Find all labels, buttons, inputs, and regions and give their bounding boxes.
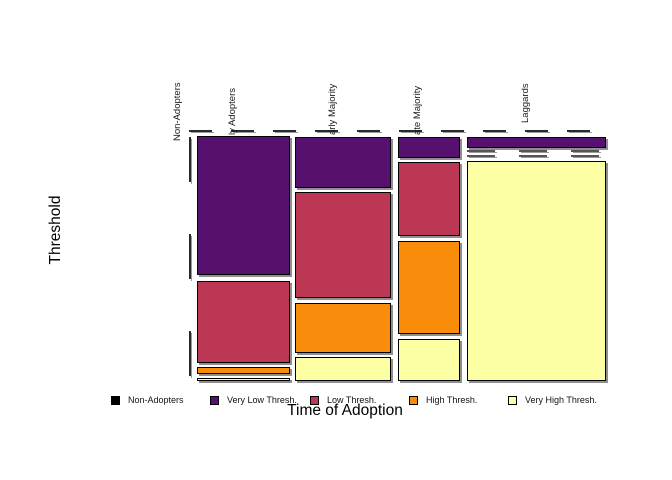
mosaic-cell-very_high: [467, 161, 606, 381]
mosaic-cell-low: [398, 162, 460, 236]
x-axis-title: Time of Adoption: [287, 402, 403, 419]
mosaic-cell-very_low: [467, 137, 606, 148]
zero-column-dash-segment: [189, 331, 191, 376]
legend-swatch-non_adopters: [111, 396, 120, 405]
x-category-label: arly Majority: [327, 83, 338, 135]
legend-swatch-very_low: [210, 396, 219, 405]
zero-cell-dash-line: [467, 150, 604, 152]
x-category-label: ate Majority: [412, 85, 423, 135]
zero-cell-dash-shadow: [469, 152, 606, 154]
legend-swatch-low: [310, 396, 319, 405]
mosaic-cell-low: [295, 192, 391, 298]
y-axis-title: Threshold: [47, 195, 64, 265]
zero-column-dash-segment: [189, 137, 191, 182]
zero-row-dash-line: [189, 130, 607, 132]
zero-column-dash-segment: [189, 234, 191, 279]
legend-label: Low Thresh.: [327, 395, 377, 405]
zero-cell-dash-line: [467, 155, 604, 157]
zero-row-dash-shadow: [191, 132, 609, 134]
x-category-label: Laggards: [520, 83, 531, 123]
x-category-label: ly Adopters: [227, 88, 238, 135]
legend-label: High Thresh.: [426, 395, 478, 405]
zero-cell-dash-shadow: [469, 157, 606, 159]
zero-column-dash-shadow: [191, 333, 193, 378]
mosaic-cell-high: [295, 303, 391, 353]
legend-swatch-high: [409, 396, 418, 405]
mosaic-cell-high: [398, 241, 460, 334]
mosaic-cell-low: [197, 281, 290, 363]
x-category-label: Non-Adopters: [172, 82, 183, 141]
legend-label: Very High Thresh.: [525, 395, 597, 405]
zero-column-dash-shadow: [191, 139, 193, 184]
legend-label: Non-Adopters: [128, 395, 184, 405]
legend-label: Very Low Thresh.: [227, 395, 297, 405]
mosaic-cell-high: [197, 367, 290, 374]
mosaic-cell-very_low: [197, 136, 290, 275]
mosaic-cell-very_high: [295, 357, 391, 381]
mosaic-cell-very_low: [295, 137, 391, 188]
legend-swatch-very_high: [508, 396, 517, 405]
mosaic-cell-very_high: [398, 339, 460, 381]
mosaic-cell-very_low: [398, 137, 460, 158]
mosaic-cell-very_high: [197, 378, 290, 381]
zero-column-dash-shadow: [191, 236, 193, 281]
